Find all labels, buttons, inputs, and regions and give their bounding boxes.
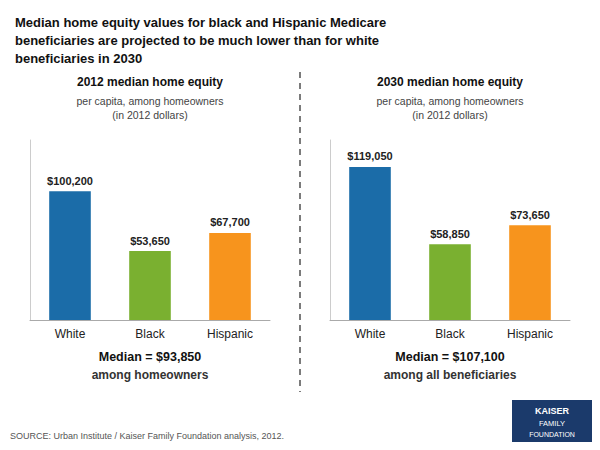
svg-text:FAMILY: FAMILY: [539, 419, 565, 428]
svg-text:KAISER: KAISER: [535, 406, 570, 416]
svg-text:beneficiaries in 2030: beneficiaries in 2030: [15, 51, 142, 66]
svg-text:FOUNDATION: FOUNDATION: [529, 431, 575, 438]
svg-text:Median = $93,850: Median = $93,850: [99, 350, 202, 364]
svg-text:Black: Black: [135, 327, 165, 341]
svg-text:SOURCE: Urban Institute / Kais: SOURCE: Urban Institute / Kaiser Family …: [10, 431, 284, 441]
svg-text:White: White: [55, 327, 86, 341]
svg-text:Black: Black: [435, 327, 465, 341]
svg-text:$73,650: $73,650: [510, 209, 550, 221]
svg-text:among all beneficiaries: among all beneficiaries: [384, 368, 517, 382]
svg-text:(in 2012 dollars): (in 2012 dollars): [412, 109, 487, 121]
svg-text:among homeowners: among homeowners: [92, 368, 209, 382]
svg-text:$100,200: $100,200: [47, 175, 93, 187]
svg-text:Hispanic: Hispanic: [207, 327, 253, 341]
svg-text:$53,650: $53,650: [130, 235, 170, 247]
svg-text:$119,050: $119,050: [347, 150, 392, 162]
svg-text:2012 median home equity: 2012 median home equity: [77, 75, 223, 89]
svg-text:beneficiaries are projected to: beneficiaries are projected to be much l…: [15, 33, 379, 48]
svg-text:White: White: [355, 327, 386, 341]
svg-text:per capita, among homeowners: per capita, among homeowners: [76, 95, 223, 107]
svg-text:$67,700: $67,700: [210, 216, 250, 228]
svg-text:Hispanic: Hispanic: [507, 327, 553, 341]
svg-text:Median home equity values for: Median home equity values for black and …: [15, 15, 386, 30]
svg-text:2030 median home equity: 2030 median home equity: [377, 75, 523, 89]
svg-text:Median = $107,100: Median = $107,100: [395, 350, 504, 364]
svg-text:$58,850: $58,850: [430, 228, 470, 240]
svg-text:(in 2012 dollars): (in 2012 dollars): [112, 109, 187, 121]
svg-text:per capita, among homeowners: per capita, among homeowners: [376, 95, 523, 107]
